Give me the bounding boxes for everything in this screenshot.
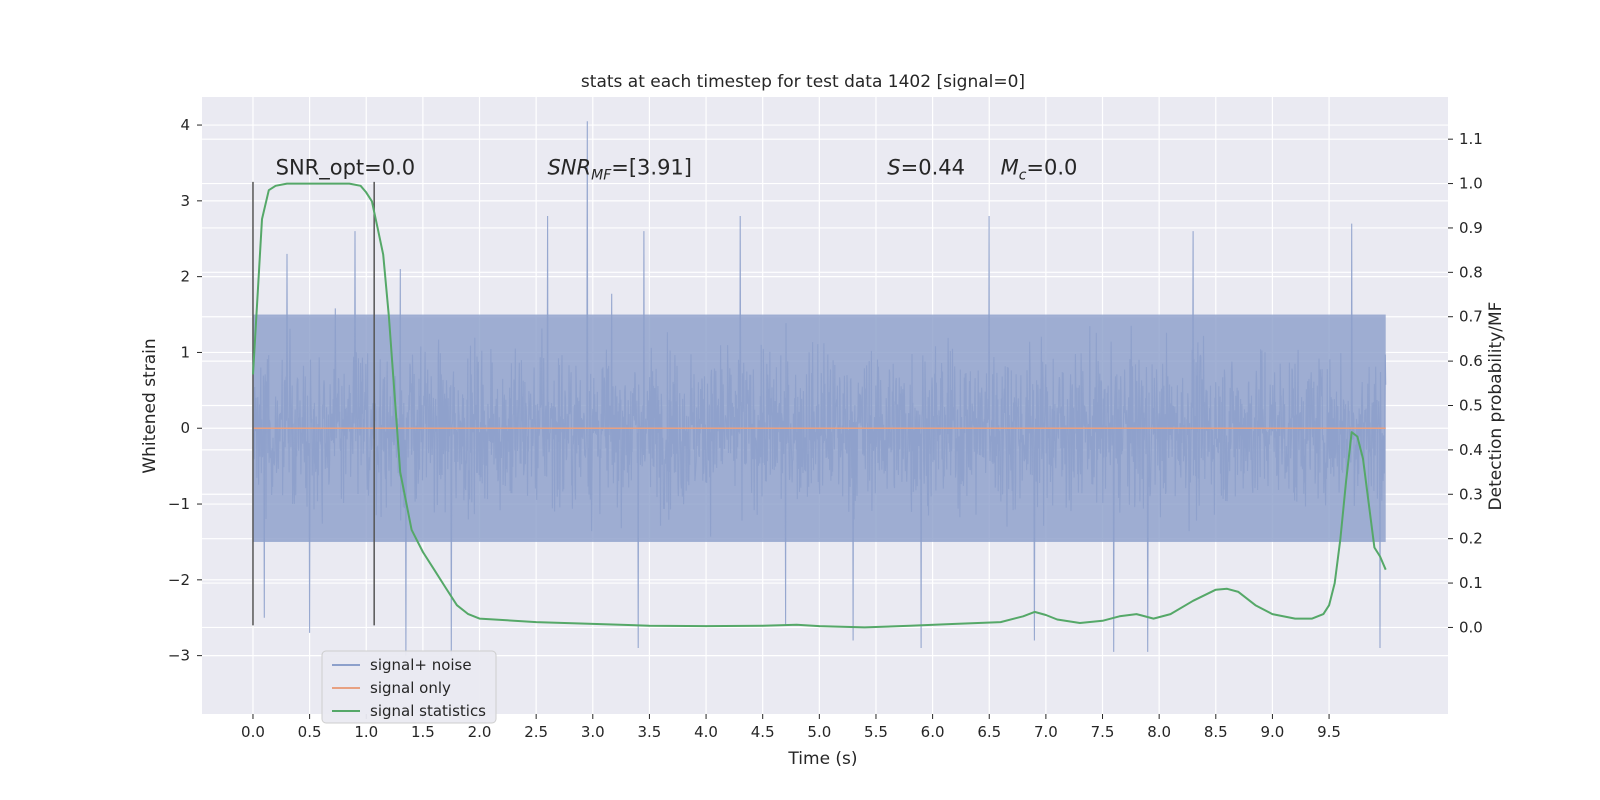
y-tick-label: 1	[180, 343, 190, 361]
x-tick-label: 8.5	[1204, 723, 1228, 741]
y2-tick-label: 1.0	[1459, 175, 1483, 193]
y-tick-label: −2	[168, 571, 190, 589]
y-axis-left: 4 3 2 1 0 −1 −2 −3	[168, 116, 202, 665]
x-tick-label: 2.5	[524, 723, 548, 741]
legend-label: signal statistics	[370, 702, 486, 720]
x-tick-label: 4.5	[751, 723, 775, 741]
y-tick-label: 2	[180, 268, 190, 286]
x-tick-label: 3.5	[637, 723, 661, 741]
y2-tick-label: 0.2	[1459, 530, 1483, 548]
annotation-s-value: S=0.44	[887, 155, 965, 179]
y-axis-right-label: Detection probability/MF	[1486, 302, 1506, 511]
x-tick-label: 6.0	[921, 723, 945, 741]
x-tick-label: 7.0	[1034, 723, 1058, 741]
x-tick-label: 3.0	[581, 723, 605, 741]
x-axis: 0.0 0.5 1.0 1.5 2.0 2.5 3.0 3.5 4.0 4.5 5.0 5.5 6.0 6…	[241, 714, 1341, 741]
legend: signal+ noise signal only signal statistic…	[321, 650, 497, 724]
y-tick-label: −3	[168, 647, 190, 665]
x-tick-label: 7.5	[1091, 723, 1115, 741]
x-tick-label: 6.5	[977, 723, 1001, 741]
y-tick-label: 0	[180, 419, 190, 437]
legend-label: signal+ noise	[370, 656, 472, 674]
y-tick-label: −1	[168, 495, 190, 513]
x-tick-label: 5.5	[864, 723, 888, 741]
x-tick-label: 2.0	[468, 723, 492, 741]
x-tick-label: 4.0	[694, 723, 718, 741]
y-tick-label: 3	[180, 192, 190, 210]
annotation-mc-value: Mc=0.0	[1001, 155, 1078, 183]
x-tick-label: 0.0	[241, 723, 265, 741]
y-tick-label: 4	[180, 116, 190, 134]
y2-tick-label: 0.9	[1459, 219, 1483, 237]
x-tick-label: 1.5	[411, 723, 435, 741]
y2-tick-label: 0.4	[1459, 441, 1483, 459]
y2-tick-label: 0.0	[1459, 618, 1483, 636]
x-tick-label: 9.0	[1260, 723, 1284, 741]
y-axis-label: Whitened strain	[140, 338, 160, 473]
y2-tick-label: 0.5	[1459, 397, 1483, 415]
chart-title: stats at each timestep for test data 140…	[581, 72, 1025, 92]
y2-tick-label: 0.7	[1459, 308, 1483, 326]
x-tick-label: 8.0	[1147, 723, 1171, 741]
y-axis-right: 1.1 1.0 0.9 0.8 0.7 0.6 0.5 0.4 0.3 0.2 0.1 0.0	[1448, 130, 1483, 636]
y2-tick-label: 0.8	[1459, 263, 1483, 281]
x-tick-label: 5.0	[807, 723, 831, 741]
y2-tick-label: 0.6	[1459, 352, 1483, 370]
annotation-snr-opt: SNR_opt=0.0	[276, 155, 416, 180]
vertical-markers	[252, 181, 375, 626]
x-axis-label: Time (s)	[787, 749, 857, 769]
statistics-line	[252, 182, 1387, 629]
y2-tick-label: 1.1	[1459, 130, 1483, 148]
annotation-snr-mf: SNRMF=[3.91]	[547, 155, 692, 183]
x-tick-label: 9.5	[1317, 723, 1341, 741]
x-tick-label: 0.5	[298, 723, 322, 741]
annotations: SNR_opt=0.0 SNRMF=[3.91] S=0.44 Mc=0.0	[276, 155, 1078, 183]
y2-tick-label: 0.1	[1459, 574, 1483, 592]
noise-line	[252, 121, 1387, 656]
x-tick-label: 1.0	[354, 723, 378, 741]
legend-box	[321, 650, 497, 724]
signal-statistics-series	[252, 182, 1387, 629]
legend-label: signal only	[370, 679, 451, 697]
y2-tick-label: 0.3	[1459, 485, 1483, 503]
